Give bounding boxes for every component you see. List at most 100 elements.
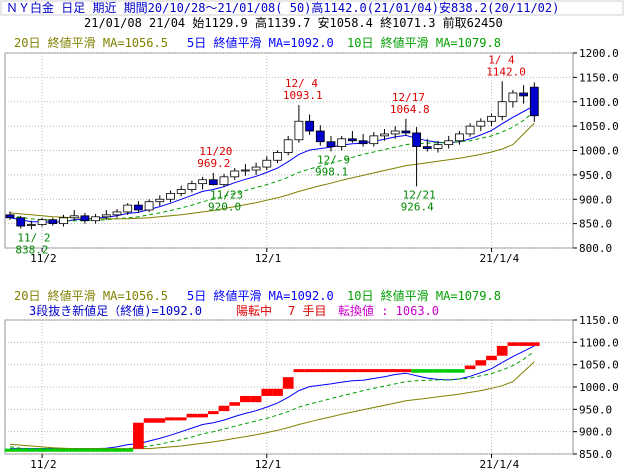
price-brick bbox=[229, 402, 240, 406]
upper-y-tick-label: 1100.0 bbox=[579, 96, 619, 109]
lower-info-state: 陽転中 bbox=[236, 303, 272, 318]
lower-info-step: 7 手目 bbox=[288, 304, 326, 318]
candle-body bbox=[27, 225, 35, 226]
candle-body bbox=[338, 139, 346, 147]
candle-body bbox=[124, 205, 132, 212]
upper-y-tick-label: 1050.0 bbox=[579, 120, 619, 133]
upper-y-tick-label: 850.0 bbox=[579, 218, 612, 231]
candle-body bbox=[348, 139, 356, 141]
price-brick bbox=[390, 369, 401, 372]
header-line-1: ＮＹ白金 日足 期近 期間20/10/28～21/01/08( 50)高1142… bbox=[6, 0, 559, 15]
candle-body bbox=[113, 212, 121, 215]
price-brick bbox=[411, 369, 422, 373]
header-line-2: 21/01/08 21/04 始1129.9 高1139.7 安1058.4 終… bbox=[84, 15, 503, 30]
lower-y-tick-label: 1100.0 bbox=[579, 336, 619, 349]
upper-y-tick-label: 800.0 bbox=[579, 242, 612, 255]
candle bbox=[530, 82, 538, 122]
candle-body bbox=[156, 199, 164, 201]
lower-y-tick-label: 950.0 bbox=[579, 403, 612, 416]
candle-body bbox=[391, 131, 399, 134]
candle-body bbox=[466, 126, 474, 134]
price-brick bbox=[26, 449, 37, 452]
price-brick bbox=[240, 396, 251, 402]
annotation-value: 920.0 bbox=[208, 201, 241, 214]
candle-body bbox=[445, 141, 453, 145]
upper-legend-ma10: 10日 終値平滑 MA=1079.8 bbox=[347, 35, 501, 50]
candle-body bbox=[17, 218, 25, 226]
price-brick bbox=[368, 369, 379, 372]
candle-body bbox=[509, 93, 517, 102]
candle-body bbox=[498, 102, 506, 117]
candle-body bbox=[274, 152, 282, 160]
upper-legend-ma20: 20日 終値平滑 MA=1056.5 bbox=[14, 35, 168, 50]
candle-body bbox=[295, 121, 303, 140]
candle-body bbox=[359, 141, 367, 144]
lower-legend-ma10: 10日 終値平滑 MA=1079.8 bbox=[347, 288, 501, 303]
price-brick bbox=[90, 449, 101, 452]
price-brick bbox=[219, 406, 230, 411]
price-brick bbox=[261, 389, 272, 396]
price-brick bbox=[5, 449, 16, 452]
lower-y-tick-label: 1050.0 bbox=[579, 359, 619, 372]
price-brick bbox=[272, 389, 283, 396]
candle-body bbox=[370, 136, 378, 144]
price-brick bbox=[379, 369, 390, 372]
price-brick bbox=[529, 342, 540, 346]
candle-body bbox=[188, 184, 196, 190]
candle-body bbox=[102, 215, 110, 217]
annotation-value: 1093.1 bbox=[283, 89, 323, 102]
price-brick bbox=[144, 418, 155, 422]
candle-body bbox=[134, 205, 142, 210]
price-brick bbox=[80, 449, 91, 452]
price-brick bbox=[315, 369, 326, 372]
price-brick bbox=[518, 342, 529, 346]
candle-body bbox=[477, 121, 485, 126]
candle-body bbox=[316, 131, 324, 142]
price-brick bbox=[47, 449, 58, 452]
lower-y-tick-label: 1000.0 bbox=[579, 381, 619, 394]
lower-info-reversal: 転換値 : 1063.0 bbox=[338, 303, 439, 318]
price-brick bbox=[176, 417, 187, 420]
annotation-value: 1142.0 bbox=[486, 65, 526, 78]
lower-y-tick-label: 900.0 bbox=[579, 426, 612, 439]
price-brick bbox=[15, 449, 26, 452]
candle-body bbox=[402, 131, 410, 133]
price-brick bbox=[475, 360, 486, 365]
price-brick bbox=[454, 369, 465, 373]
candle-body bbox=[381, 134, 389, 136]
lower-x-tick-label: 12/1 bbox=[255, 458, 281, 471]
price-brick bbox=[165, 417, 176, 420]
price-brick bbox=[486, 356, 497, 360]
candle-body bbox=[306, 121, 314, 131]
candle-body bbox=[177, 190, 185, 194]
price-brick bbox=[401, 369, 412, 372]
lower-x-tick-label: 11/2 bbox=[30, 458, 56, 471]
price-brick bbox=[187, 414, 198, 418]
price-brick bbox=[304, 369, 315, 372]
price-brick bbox=[465, 366, 476, 370]
candle-body bbox=[60, 218, 68, 224]
candle-body bbox=[455, 134, 463, 141]
annotation-value: 998.1 bbox=[315, 165, 348, 178]
lower-legend-ma20: 20日 終値平滑 MA=1056.5 bbox=[14, 288, 168, 303]
price-brick bbox=[422, 369, 433, 373]
upper-x-tick-label: 21/1/4 bbox=[480, 252, 520, 265]
price-brick bbox=[69, 449, 80, 452]
candle-body bbox=[38, 220, 46, 225]
annotation-value: 926.4 bbox=[401, 200, 434, 213]
price-brick bbox=[122, 449, 133, 452]
price-brick bbox=[154, 418, 165, 422]
candle-body bbox=[252, 167, 260, 170]
lower-info-value: 3段抜き新値足（終値)=1092.0 bbox=[29, 303, 202, 318]
lower-x-axis: 11/2 12/1 21/1/4 bbox=[30, 454, 520, 471]
price-brick bbox=[508, 342, 519, 346]
candle-body bbox=[6, 215, 14, 218]
candle-body bbox=[434, 145, 442, 149]
price-brick bbox=[101, 449, 112, 452]
upper-x-tick-label: 12/1 bbox=[255, 252, 281, 265]
candle-body bbox=[81, 216, 89, 221]
candle-body bbox=[199, 180, 207, 184]
price-brick bbox=[336, 369, 347, 372]
price-brick bbox=[112, 449, 123, 452]
